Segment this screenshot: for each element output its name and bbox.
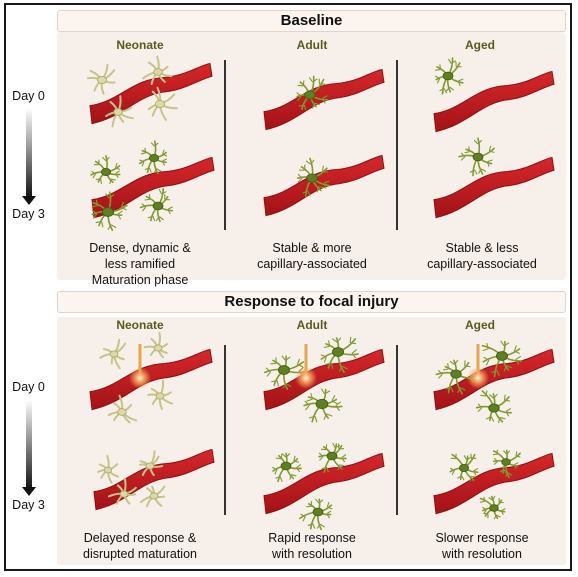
microglia-cell — [296, 75, 329, 111]
microglia-cell — [458, 137, 495, 177]
injury-header: Response to focal injury — [57, 291, 566, 313]
injury-day0-label: Day 0 — [12, 380, 45, 394]
injury-adult-caption: Rapid response with resolution — [232, 530, 392, 562]
immature-microglia-cell — [147, 379, 173, 411]
microglia-cell — [492, 449, 521, 479]
immature-microglia-cell — [147, 86, 178, 121]
caption-line: Dense, dynamic & — [89, 241, 191, 255]
injury-aged-title: Aged — [465, 318, 495, 332]
laser-injury-markers — [129, 344, 489, 389]
microglia-cell — [435, 359, 477, 395]
caption-line: capillary-associated — [427, 257, 537, 271]
caption-line: Rapid response — [268, 531, 356, 545]
microglia-cell — [449, 453, 479, 482]
baseline-divider-2 — [396, 60, 398, 230]
caption-line: with resolution — [442, 547, 522, 561]
microglia-cell — [138, 140, 168, 175]
immature-microglia-cell — [105, 95, 135, 128]
vessel-segment — [433, 452, 555, 515]
immature-microglia-cell — [142, 55, 173, 86]
vessel-segment — [263, 452, 385, 515]
baseline-neonate-title: Neonate — [116, 38, 164, 52]
microglia-cell — [318, 442, 347, 473]
caption-line: disrupted maturation — [83, 547, 197, 561]
baseline-adult-title: Adult — [296, 38, 328, 52]
immature-microglia-cell — [86, 63, 116, 95]
microglia-cell — [481, 340, 523, 378]
microglia-cell — [298, 498, 333, 531]
microglia-cell — [271, 452, 302, 483]
injury-timeline-arrow — [22, 399, 36, 496]
caption-line: less ramified — [104, 257, 176, 271]
injury-neonate-caption: Delayed response & disrupted maturation — [60, 530, 220, 562]
vessel-segment — [263, 154, 385, 217]
laser-injury-icon — [129, 344, 151, 389]
baseline-adult-caption: Stable & more capillary-associated — [232, 240, 392, 272]
baseline-divider-1 — [224, 60, 226, 230]
microglia-cell — [479, 495, 506, 520]
microglia-cell — [296, 157, 330, 198]
caption-line: Delayed response & — [83, 531, 197, 545]
caption-line: Slower response — [435, 531, 529, 545]
microglia-cell — [303, 388, 343, 423]
vessel-segment — [89, 348, 213, 411]
immature-microglia-cell — [143, 331, 169, 359]
immature-microglia-cell — [107, 477, 137, 505]
vessel-segment — [89, 62, 213, 125]
vessel-segment — [91, 156, 215, 219]
vessel-segment — [433, 156, 555, 219]
vessel-segment — [433, 70, 555, 133]
microglia-cells — [86, 55, 523, 531]
injury-divider-1 — [224, 345, 226, 515]
injury-day3-label: Day 3 — [12, 498, 45, 512]
microglia-cell — [90, 155, 121, 185]
immature-microglia-cell — [139, 485, 166, 508]
microglia-cell — [320, 336, 359, 374]
figure-frame — [4, 3, 572, 571]
microglia-cell — [91, 191, 128, 231]
baseline-aged-title: Aged — [465, 38, 495, 52]
laser-injury-icon — [467, 344, 489, 389]
microglia-cell — [475, 390, 512, 424]
caption-line: capillary-associated — [257, 257, 367, 271]
blood-vessels — [89, 62, 555, 515]
microglia-cell — [139, 188, 174, 223]
caption-line: Stable & more — [272, 241, 352, 255]
caption-line: Stable & less — [445, 241, 519, 255]
baseline-day0-label: Day 0 — [12, 89, 45, 103]
immature-microglia-cell — [107, 394, 138, 424]
immature-microglia-cell — [97, 454, 120, 484]
injury-divider-2 — [396, 345, 398, 515]
immature-microglia-cell — [99, 338, 127, 370]
injury-neonate-title: Neonate — [116, 318, 164, 332]
laser-injury-icon — [295, 344, 317, 389]
injury-aged-caption: Slower response with resolution — [402, 530, 562, 562]
baseline-day3-label: Day 3 — [12, 207, 45, 221]
baseline-header: Baseline — [57, 10, 566, 32]
baseline-neonate-caption: Dense, dynamic & less ramified Maturatio… — [60, 240, 220, 288]
injury-adult-title: Adult — [296, 318, 328, 332]
microglia-cell — [434, 57, 464, 95]
caption-line: with resolution — [272, 547, 352, 561]
baseline-timeline-arrow — [22, 108, 36, 205]
caption-line: Maturation phase — [91, 273, 189, 287]
baseline-aged-caption: Stable & less capillary-associated — [402, 240, 562, 272]
immature-microglia-cell — [138, 450, 164, 477]
